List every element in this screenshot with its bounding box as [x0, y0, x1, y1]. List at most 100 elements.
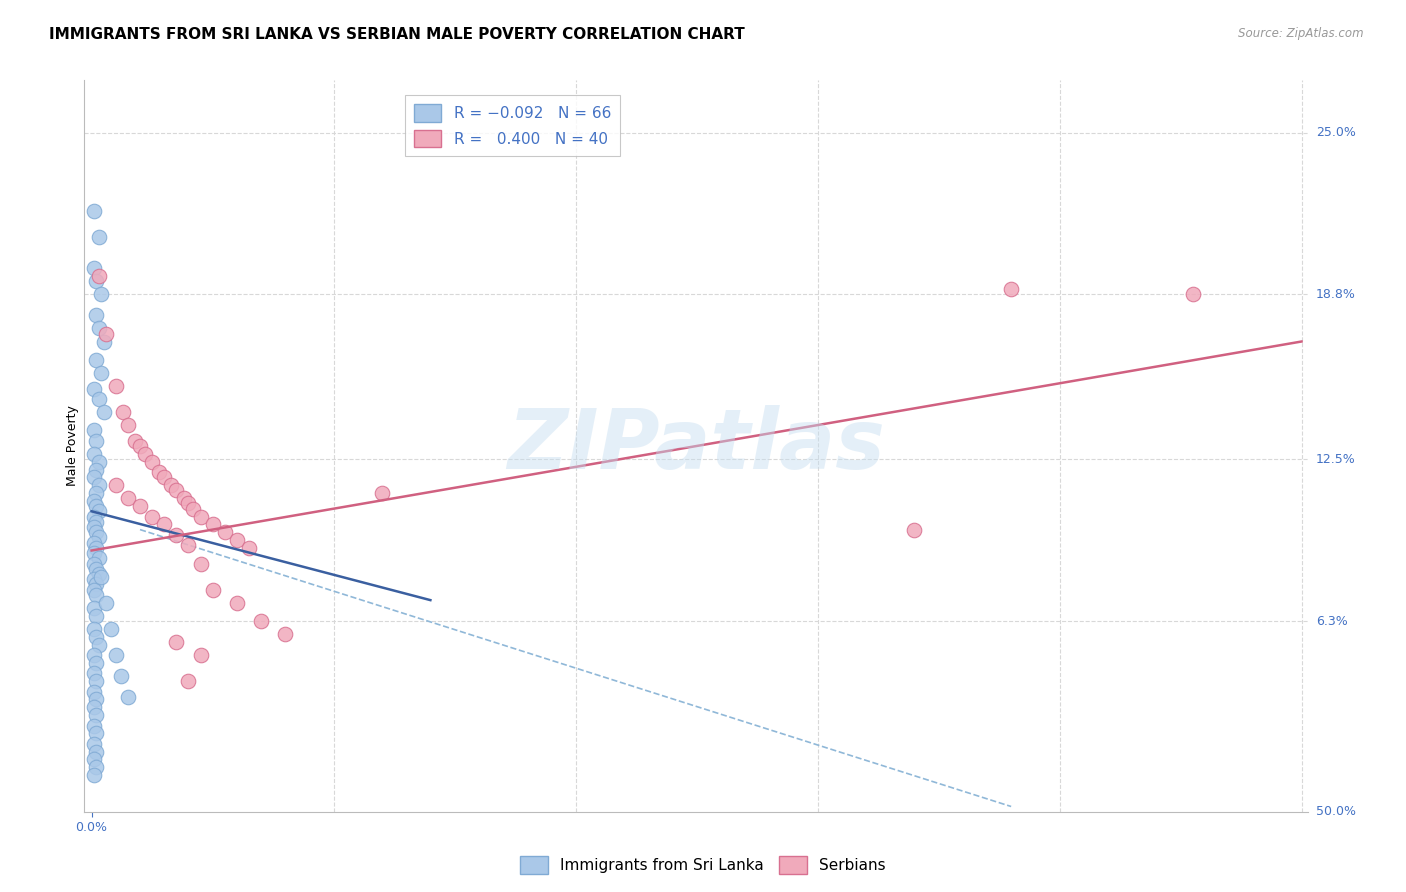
Point: [129, 499, 152, 513]
Point: [86, 708, 108, 723]
Point: [129, 439, 152, 453]
Point: [86, 275, 108, 289]
Point: [86, 515, 108, 529]
Point: [173, 491, 195, 506]
Point: [83, 601, 105, 615]
Legend: Immigrants from Sri Lanka, Serbians: Immigrants from Sri Lanka, Serbians: [515, 850, 891, 880]
Point: [117, 491, 139, 506]
Point: [190, 648, 212, 662]
Text: 25.0%: 25.0%: [1316, 126, 1355, 139]
Text: IMMIGRANTS FROM SRI LANKA VS SERBIAN MALE POVERTY CORRELATION CHART: IMMIGRANTS FROM SRI LANKA VS SERBIAN MAL…: [49, 27, 745, 42]
Point: [93, 334, 115, 349]
Point: [83, 572, 105, 586]
Point: [86, 562, 108, 576]
Point: [83, 700, 105, 714]
Point: [86, 309, 108, 323]
Point: [225, 596, 247, 610]
Point: [1181, 287, 1204, 301]
Point: [153, 517, 176, 532]
Point: [141, 509, 163, 524]
Text: ZIPatlas: ZIPatlas: [508, 406, 884, 486]
Point: [86, 630, 108, 644]
Point: [83, 752, 105, 766]
Point: [87, 478, 110, 492]
Point: [86, 486, 108, 500]
Point: [87, 230, 110, 244]
Point: [83, 509, 105, 524]
Point: [83, 666, 105, 681]
Point: [87, 504, 110, 518]
Point: [86, 352, 108, 367]
Point: [110, 669, 132, 683]
Point: [201, 517, 224, 532]
Point: [134, 447, 156, 461]
Point: [177, 674, 200, 689]
Point: [201, 582, 224, 597]
Point: [250, 614, 273, 628]
Point: [214, 525, 236, 540]
Point: [83, 423, 105, 437]
Point: [124, 434, 146, 448]
Point: [104, 648, 127, 662]
Point: [83, 648, 105, 662]
Point: [190, 557, 212, 571]
Point: [181, 501, 204, 516]
Text: 18.8%: 18.8%: [1316, 288, 1355, 301]
Point: [90, 287, 112, 301]
Point: [87, 321, 110, 335]
Point: [117, 418, 139, 433]
Point: [94, 596, 117, 610]
Point: [87, 567, 110, 582]
Point: [1000, 282, 1022, 296]
Point: [165, 635, 187, 649]
Point: [93, 405, 115, 419]
Point: [86, 745, 108, 759]
Point: [90, 366, 112, 380]
Point: [104, 379, 127, 393]
Point: [83, 718, 105, 732]
Point: [87, 551, 110, 566]
Point: [238, 541, 260, 555]
Point: [83, 768, 105, 782]
Point: [86, 541, 108, 555]
Point: [190, 509, 212, 524]
Point: [87, 638, 110, 652]
Point: [86, 760, 108, 774]
Text: Source: ZipAtlas.com: Source: ZipAtlas.com: [1239, 27, 1364, 40]
Text: 12.5%: 12.5%: [1316, 452, 1355, 466]
Point: [86, 525, 108, 540]
Point: [86, 577, 108, 591]
Point: [87, 455, 110, 469]
Point: [153, 470, 176, 484]
Point: [87, 269, 110, 284]
Point: [87, 530, 110, 544]
Point: [87, 392, 110, 406]
Y-axis label: Male Poverty: Male Poverty: [66, 406, 79, 486]
Point: [86, 608, 108, 623]
Point: [165, 528, 187, 542]
Point: [177, 496, 200, 510]
Point: [86, 499, 108, 513]
Point: [83, 622, 105, 636]
Point: [274, 627, 297, 641]
Point: [160, 478, 183, 492]
Point: [112, 405, 135, 419]
Point: [148, 465, 170, 479]
Point: [86, 588, 108, 602]
Point: [83, 261, 105, 276]
Point: [371, 486, 394, 500]
Point: [83, 535, 105, 549]
Text: 6.3%: 6.3%: [1316, 615, 1348, 628]
Point: [86, 726, 108, 740]
Point: [165, 483, 187, 498]
Point: [83, 737, 105, 751]
Point: [83, 557, 105, 571]
Point: [100, 622, 122, 636]
Point: [83, 203, 105, 218]
Point: [86, 692, 108, 706]
Point: [94, 326, 117, 341]
Point: [225, 533, 247, 547]
Point: [903, 523, 925, 537]
Point: [90, 569, 112, 583]
Text: 50.0%: 50.0%: [1316, 805, 1355, 818]
